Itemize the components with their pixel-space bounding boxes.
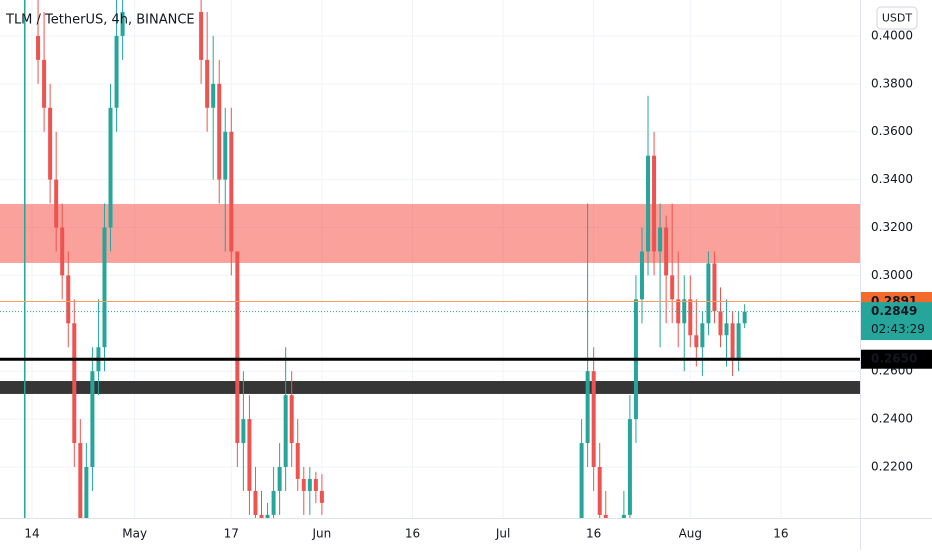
candle-body — [289, 395, 294, 444]
y-tick-label: 0.2200 — [871, 459, 913, 473]
candle-body — [742, 311, 747, 324]
candle-body — [66, 275, 71, 324]
price-label: 0.2849 — [871, 304, 917, 318]
x-tick-label: Jun — [312, 527, 332, 541]
price-label-box — [861, 302, 932, 341]
y-tick-label: 0.2400 — [871, 412, 913, 426]
candle-body — [319, 490, 324, 503]
candle-body — [72, 323, 77, 444]
candle-body — [54, 179, 59, 228]
candle-body — [235, 251, 240, 444]
candle-body — [102, 227, 107, 348]
currency[interactable]: USDT — [882, 12, 913, 25]
x-tick-label: 16 — [405, 527, 420, 541]
candle-body — [652, 155, 657, 252]
x-tick-label: 16 — [773, 527, 788, 541]
candle-body — [48, 107, 53, 180]
candle-body — [42, 59, 47, 108]
candle-body — [114, 35, 119, 108]
candle-body — [120, 11, 125, 36]
y-tick-label: 0.3800 — [871, 76, 913, 90]
candle-body — [211, 83, 216, 108]
candle-body — [307, 478, 312, 491]
x-tick-label: 17 — [224, 527, 239, 541]
candle-body — [241, 419, 246, 444]
y-tick-label: 0.3200 — [871, 220, 913, 234]
candle-body — [736, 323, 741, 360]
candle-body — [646, 155, 651, 252]
candle-body — [301, 478, 306, 491]
x-tick-label: Jul — [495, 527, 510, 541]
candle-body — [78, 443, 83, 518]
candle-body — [712, 263, 717, 312]
y-tick-label: 0.3000 — [871, 268, 913, 282]
currency-button[interactable] — [876, 6, 918, 30]
candle-body — [217, 83, 222, 180]
candle-body — [700, 323, 705, 348]
candle-body — [724, 323, 729, 336]
candle-body — [603, 514, 608, 518]
candle-body — [688, 299, 693, 336]
candle-body — [313, 478, 318, 491]
candle-body — [591, 371, 596, 467]
candle-body — [205, 59, 210, 108]
candle-body — [718, 311, 723, 336]
price-label-box — [861, 349, 932, 369]
candle-body — [597, 466, 602, 515]
candle-body — [84, 466, 89, 518]
candle-body — [259, 514, 264, 518]
chart-title: TLM / TetherUS, 4h, BINANCE — [5, 13, 195, 28]
candle-body — [253, 490, 258, 515]
x-tick-label: 16 — [586, 527, 601, 541]
zone — [0, 381, 860, 394]
y-tick-label: 0.3400 — [871, 172, 913, 186]
candle-body — [108, 107, 113, 228]
candle-body — [60, 227, 65, 276]
price-label: 0.2650 — [871, 352, 917, 366]
candle-body — [223, 131, 228, 180]
candle-body — [265, 514, 270, 518]
candle-body — [199, 11, 204, 60]
zone — [0, 204, 860, 263]
candle-body — [706, 263, 711, 324]
candle-body — [36, 35, 41, 60]
candle-body — [271, 490, 276, 515]
candle-body — [730, 323, 735, 360]
x-tick-label: 14 — [24, 527, 39, 541]
countdown: 02:43:29 — [871, 322, 925, 336]
candle-body — [247, 419, 252, 491]
candle-body — [658, 227, 663, 252]
candle-body — [229, 131, 234, 252]
x-tick-label: May — [122, 527, 147, 541]
candle-body — [277, 466, 282, 491]
candle-body — [283, 395, 288, 467]
candle-body — [670, 275, 675, 300]
candle-body — [627, 419, 632, 515]
candle-body — [639, 251, 644, 300]
candle-body — [694, 335, 699, 348]
y-tick-label: 0.3600 — [871, 124, 913, 138]
x-tick-label: Aug — [679, 527, 702, 541]
y-tick-label: 0.4000 — [871, 28, 913, 42]
candle-body — [90, 371, 95, 467]
candle-body — [295, 443, 300, 479]
candle-body — [579, 443, 584, 518]
candle-body — [664, 227, 669, 276]
candle-body — [621, 514, 626, 518]
candle-body — [585, 371, 590, 444]
